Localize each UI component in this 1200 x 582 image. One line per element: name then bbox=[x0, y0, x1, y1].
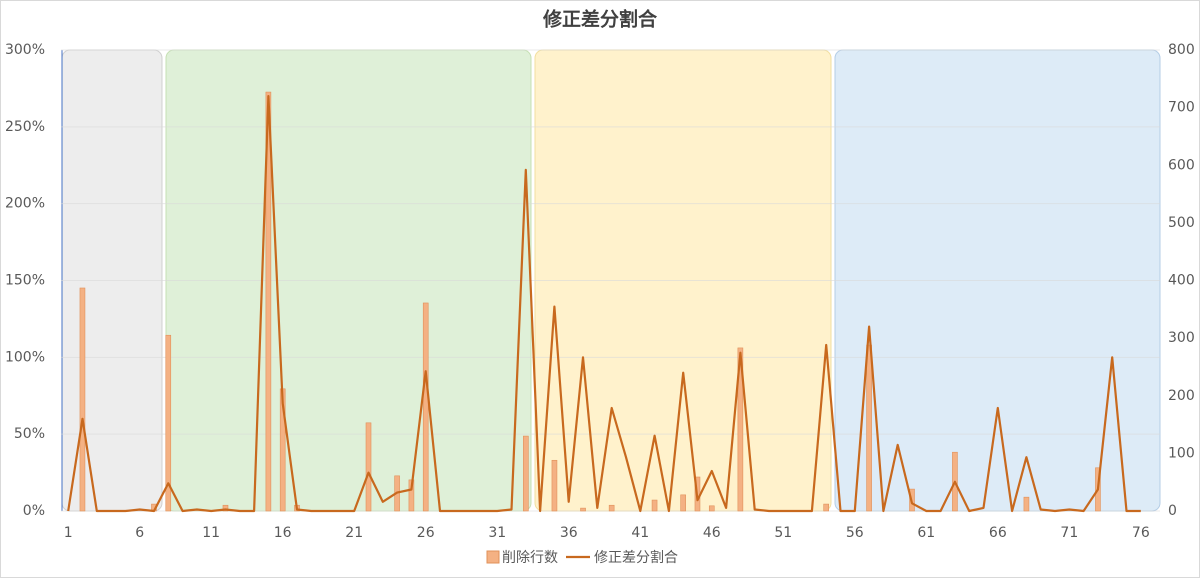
x-tick-label: 46 bbox=[703, 525, 721, 541]
y-tick-label: 0% bbox=[23, 503, 45, 519]
bar bbox=[365, 422, 372, 512]
y2-tick-label: 400 bbox=[1168, 273, 1195, 289]
bar bbox=[265, 91, 272, 512]
bar bbox=[165, 334, 172, 512]
bar bbox=[737, 347, 744, 512]
y-tick-label: 100% bbox=[5, 349, 45, 365]
x-tick-label: 71 bbox=[1060, 525, 1078, 541]
y2-tick-label: 300 bbox=[1168, 330, 1195, 346]
x-tick-label: 76 bbox=[1132, 525, 1150, 541]
bar bbox=[551, 459, 558, 512]
y2-tick-label: 700 bbox=[1168, 100, 1195, 116]
bar bbox=[651, 499, 658, 512]
bar bbox=[823, 503, 829, 512]
x-tick-label: 51 bbox=[774, 525, 792, 541]
x-tick-label: 36 bbox=[560, 525, 578, 541]
legend: 削除行数 修正差分割合 bbox=[486, 549, 678, 566]
legend-label: 修正差分割合 bbox=[594, 549, 678, 566]
bar bbox=[708, 505, 715, 512]
y2-tick-label: 600 bbox=[1168, 157, 1195, 173]
y2-tick-label: 800 bbox=[1168, 42, 1195, 58]
bar bbox=[422, 302, 429, 512]
y2-tick-label: 500 bbox=[1168, 215, 1195, 231]
legend-swatch bbox=[486, 550, 500, 564]
x-tick-label: 6 bbox=[135, 525, 144, 541]
x-tick-label: 26 bbox=[417, 525, 435, 541]
y-tick-label: 50% bbox=[14, 426, 45, 442]
y2-tick-label: 100 bbox=[1168, 445, 1195, 461]
bar bbox=[408, 479, 415, 512]
x-tick-label: 11 bbox=[202, 525, 220, 541]
x-tick-label: 56 bbox=[846, 525, 864, 541]
x-tick-label: 1 bbox=[64, 525, 73, 541]
x-tick-label: 16 bbox=[274, 525, 292, 541]
bar bbox=[523, 435, 529, 512]
x-tick-label: 61 bbox=[917, 525, 935, 541]
line bbox=[67, 95, 1141, 513]
x-tick-label: 21 bbox=[345, 525, 363, 541]
bar bbox=[866, 344, 872, 512]
bar bbox=[608, 504, 615, 512]
y-tick-label: 250% bbox=[5, 119, 45, 135]
chart-title: 修正差分割合 bbox=[542, 8, 658, 31]
y-tick-label: 200% bbox=[5, 196, 45, 212]
y2-tick-label: 0 bbox=[1168, 503, 1177, 519]
y2-tick-label: 200 bbox=[1168, 388, 1195, 404]
x-tick-label: 41 bbox=[631, 525, 649, 541]
x-tick-label: 31 bbox=[488, 525, 506, 541]
bar bbox=[79, 287, 86, 512]
bar bbox=[580, 507, 586, 512]
y-tick-label: 300% bbox=[5, 42, 45, 58]
bar bbox=[680, 494, 686, 512]
bar bbox=[222, 504, 229, 512]
y-tick-label: 150% bbox=[5, 273, 45, 289]
x-tick-label: 66 bbox=[989, 525, 1007, 541]
bar bbox=[1023, 496, 1030, 512]
legend-label: 削除行数 bbox=[502, 550, 558, 566]
